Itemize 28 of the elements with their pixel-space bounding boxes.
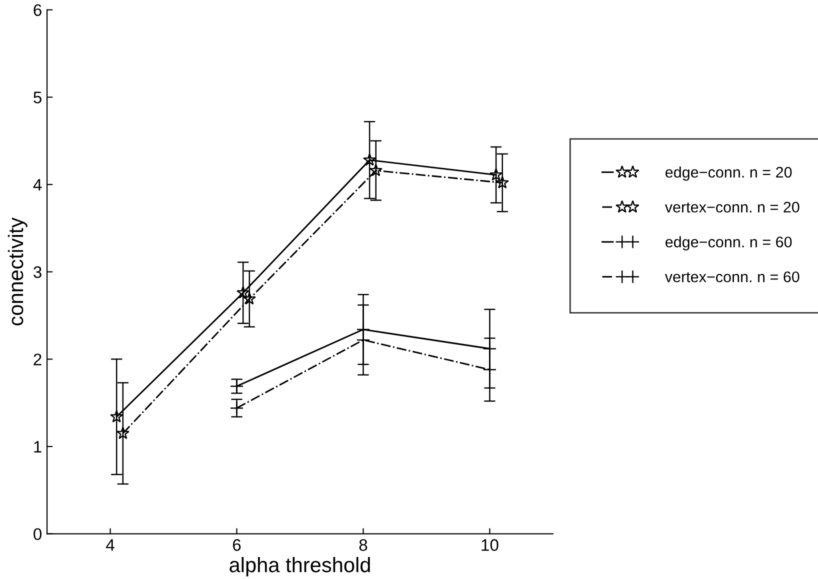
point xyxy=(496,176,509,188)
x-tick-label: 6 xyxy=(232,539,241,551)
y-tick-label: 6 xyxy=(34,4,42,16)
y-tick-label: 2 xyxy=(34,354,42,366)
legend-label: edge−conn. n = 20 xyxy=(666,166,792,181)
point xyxy=(116,426,130,440)
point xyxy=(242,292,256,305)
x-tick-label: 8 xyxy=(359,539,368,551)
point xyxy=(230,401,244,415)
y-tick-label: 0 xyxy=(34,528,42,540)
x-tick-label: 4 xyxy=(106,539,114,551)
legend-label: edge−conn. n = 60 xyxy=(666,236,792,250)
point xyxy=(363,153,376,166)
legend-label: vertex−conn. n = 20 xyxy=(664,202,800,213)
point xyxy=(482,342,497,356)
y-tick-label: 4 xyxy=(33,179,42,191)
y-tick-label: 5 xyxy=(34,92,42,104)
point xyxy=(236,286,250,298)
point xyxy=(489,168,503,181)
point xyxy=(110,410,124,422)
legend-label: vertex−conn. n = 60 xyxy=(664,271,800,282)
y-axis-title: connectivity xyxy=(8,217,28,326)
point xyxy=(482,362,497,377)
x-tick-label: 10 xyxy=(482,539,498,551)
x-axis-title: alpha threshold xyxy=(230,557,370,576)
point xyxy=(369,164,382,176)
y-tick-label: 1 xyxy=(34,441,42,453)
y-tick-label: 3 xyxy=(34,266,42,278)
